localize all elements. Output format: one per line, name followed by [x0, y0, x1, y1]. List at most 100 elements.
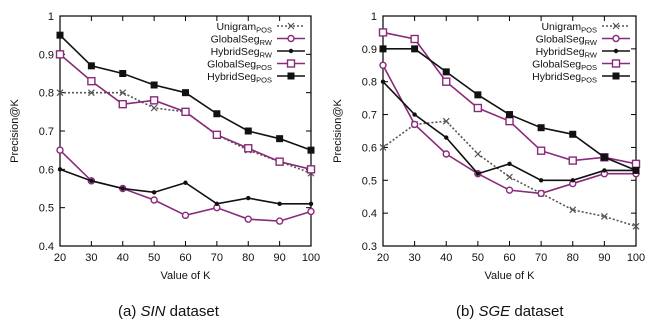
legend-label: GlobalSegRW — [536, 34, 598, 48]
legend-label-name: GlobalSeg — [207, 59, 256, 71]
point-marker — [378, 28, 388, 37]
point-marker — [56, 146, 64, 154]
x-tick-label: 20 — [377, 252, 389, 264]
y-axis-label: Precision@K — [9, 98, 21, 162]
point-marker — [474, 91, 482, 99]
y-tick-label: 1 — [371, 11, 377, 23]
chart-sin: 0.4 0.5 0.6 0.7 0.8 0.9 1 20 30 40 50 60 70 80 90 100 Va… — [9, 11, 320, 282]
y-tick-label: 0.8 — [39, 88, 54, 100]
point-marker — [600, 213, 608, 220]
point-marker — [150, 196, 158, 204]
caption-dataset-name: SIN — [140, 303, 166, 320]
y-tick-label: 0.8 — [362, 77, 377, 89]
legend-label-name: HybridSeg — [532, 71, 581, 83]
point-marker — [244, 215, 252, 223]
x-tick-label: 90 — [598, 252, 610, 264]
legend-label: UnigramPOS — [216, 21, 272, 35]
series-3 — [55, 50, 316, 174]
x-tick-label: 40 — [117, 252, 129, 264]
legend-label-name: GlobalSeg — [532, 59, 581, 71]
point-marker — [306, 165, 316, 174]
y-tick-label: 0.9 — [39, 49, 54, 61]
point-marker — [57, 167, 63, 172]
marker-stroke — [87, 89, 95, 97]
point-marker — [537, 124, 545, 132]
legend-label-name: GlobalSeg — [536, 34, 585, 46]
point-marker — [56, 31, 64, 39]
series-line — [59, 149, 312, 222]
point-marker — [632, 166, 640, 174]
point-marker — [151, 190, 157, 195]
point-marker — [308, 201, 314, 207]
x-tick-label: 30 — [409, 252, 421, 264]
point-marker — [87, 76, 96, 86]
series-line — [60, 91, 312, 174]
point-marker — [612, 22, 620, 30]
x-tick-label: 60 — [503, 252, 515, 264]
point-marker — [276, 135, 284, 143]
legend-label: GlobalSegRW — [211, 34, 273, 48]
caption-suffix: dataset — [165, 303, 219, 320]
point-marker — [275, 157, 284, 166]
point-marker — [307, 207, 315, 216]
point-marker — [287, 22, 295, 30]
point-marker — [613, 48, 619, 54]
point-marker — [89, 178, 94, 184]
x-axis-label: Value of K — [485, 270, 536, 282]
point-marker — [181, 107, 190, 117]
x-tick-label: 80 — [242, 252, 254, 264]
series-line — [59, 168, 311, 205]
point-marker — [611, 59, 621, 68]
marker-stroke — [474, 150, 482, 158]
marker-stroke — [287, 22, 295, 30]
point-marker — [411, 45, 419, 53]
point-marker — [632, 222, 640, 230]
y-tick-label: 0.5 — [362, 175, 377, 187]
x-tick-label: 100 — [302, 252, 320, 264]
series-line — [383, 48, 637, 172]
y-tick-label: 0.4 — [39, 241, 54, 253]
caption-sin: (a) SIN dataset — [118, 303, 219, 320]
y-tick-label: 0.9 — [362, 44, 377, 56]
point-marker — [631, 159, 641, 169]
x-tick-label: 30 — [85, 252, 97, 264]
legend-label: HybridSegRW — [536, 46, 598, 60]
marker-stroke — [612, 22, 620, 30]
legend-label: UnigramPOS — [541, 21, 597, 35]
caption-prefix: (a) — [118, 303, 141, 320]
point-marker — [442, 68, 450, 76]
series-line — [382, 120, 637, 228]
plot-frame — [59, 15, 312, 247]
legend-label-subscript: RW — [260, 38, 273, 47]
point-marker — [87, 62, 95, 70]
caption-prefix: (b) — [456, 303, 479, 320]
point-marker — [275, 217, 284, 225]
series-line — [382, 64, 636, 195]
y-tick-label: 1 — [48, 11, 54, 23]
legend-label-subscript: POS — [256, 76, 272, 85]
point-marker — [442, 77, 451, 86]
legend-label-name: Unigram — [216, 21, 256, 33]
series-2 — [57, 167, 314, 207]
point-marker — [569, 130, 577, 138]
point-marker — [612, 72, 620, 80]
x-tick-label: 90 — [274, 252, 286, 264]
caption-suffix: dataset — [510, 303, 564, 320]
point-marker — [379, 61, 387, 69]
point-marker — [277, 201, 282, 207]
point-marker — [602, 168, 607, 173]
point-marker — [537, 189, 545, 198]
point-marker — [473, 103, 483, 113]
point-marker — [410, 120, 419, 129]
point-marker — [119, 70, 127, 77]
y-axis-label: Precision@K — [332, 98, 344, 162]
x-tick-label: 60 — [179, 252, 191, 264]
point-marker — [286, 59, 296, 68]
caption-dataset-name: SGE — [478, 303, 511, 320]
point-marker — [569, 206, 577, 214]
y-tick-label: 0.7 — [39, 126, 54, 138]
legend-label-subscript: POS — [256, 26, 272, 35]
series-4 — [379, 45, 640, 174]
legend-label: GlobalSegPOS — [532, 59, 597, 73]
legend-label-subscript: POS — [581, 76, 597, 85]
